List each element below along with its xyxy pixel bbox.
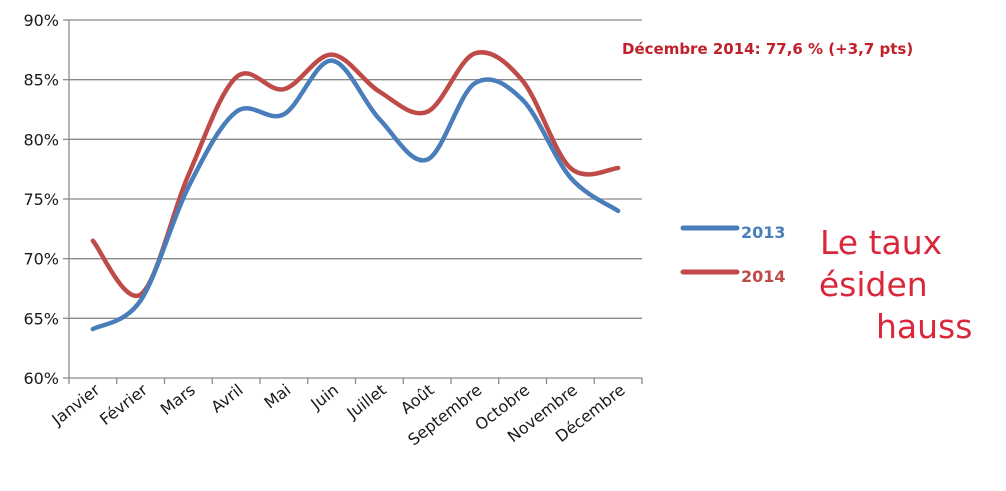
y-tick-label: 70%	[23, 250, 59, 269]
y-tick-label: 60%	[23, 369, 59, 388]
side-heading-line-2: résiden	[820, 265, 928, 304]
x-tick-label: Juillet	[342, 380, 389, 423]
chart-annotation: Décembre 2014: 77,6 % (+3,7 pts)	[622, 40, 914, 58]
x-tick-label: Mai	[261, 380, 295, 412]
side-heading-line-1: Le taux	[820, 223, 943, 262]
x-tick-label: Juin	[306, 380, 342, 414]
y-tick-label: 65%	[23, 309, 59, 328]
side-heading: Le taux résiden hauss	[820, 222, 1006, 348]
legend-label-2014: 2014	[741, 267, 786, 286]
y-tick-label: 80%	[23, 130, 59, 149]
series-line-2013	[90, 58, 621, 332]
x-tick-label: Mars	[157, 380, 199, 419]
legend-label-2013: 2013	[741, 223, 786, 242]
y-tick-label: 75%	[23, 190, 59, 209]
side-heading-line-3: hauss	[876, 307, 973, 346]
x-tick-label: Février	[96, 380, 151, 429]
x-tick-label: Avril	[207, 380, 246, 416]
y-tick-label: 85%	[23, 71, 59, 90]
y-tick-label: 90%	[23, 11, 59, 30]
series-line-2014	[90, 50, 621, 299]
